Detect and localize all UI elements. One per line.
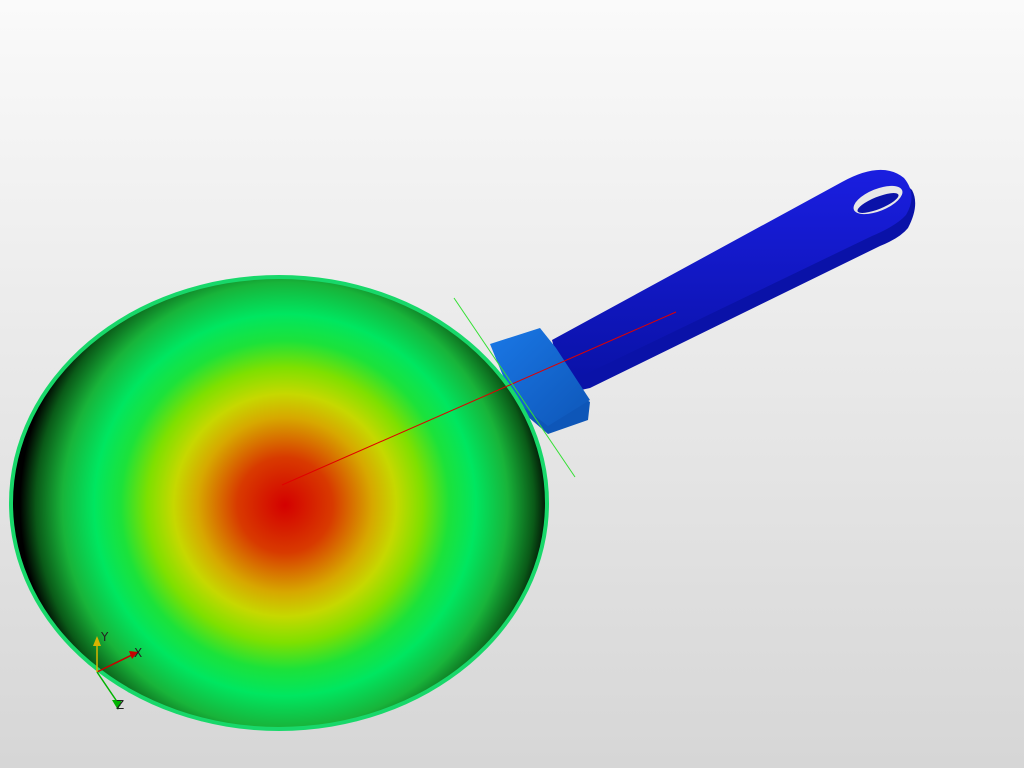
pan-body[interactable] bbox=[9, 275, 549, 731]
triad-z-arrow bbox=[112, 700, 122, 710]
axis-guide-line bbox=[281, 311, 677, 486]
collar-top bbox=[490, 328, 590, 426]
pan-handle[interactable] bbox=[552, 169, 916, 392]
handle-grip-top bbox=[552, 169, 912, 378]
triad-y-arrow bbox=[93, 636, 101, 646]
triad-y-label: Y bbox=[100, 630, 109, 644]
pan-interior bbox=[13, 279, 545, 727]
hole-inner-shadow bbox=[857, 193, 899, 213]
triad-z-label: Z bbox=[116, 698, 124, 712]
plane-guide-line bbox=[453, 297, 576, 478]
triad-x-arrow bbox=[129, 651, 138, 659]
triad-x-label: X bbox=[134, 646, 142, 660]
orientation-triad: X Y Z bbox=[93, 630, 142, 712]
